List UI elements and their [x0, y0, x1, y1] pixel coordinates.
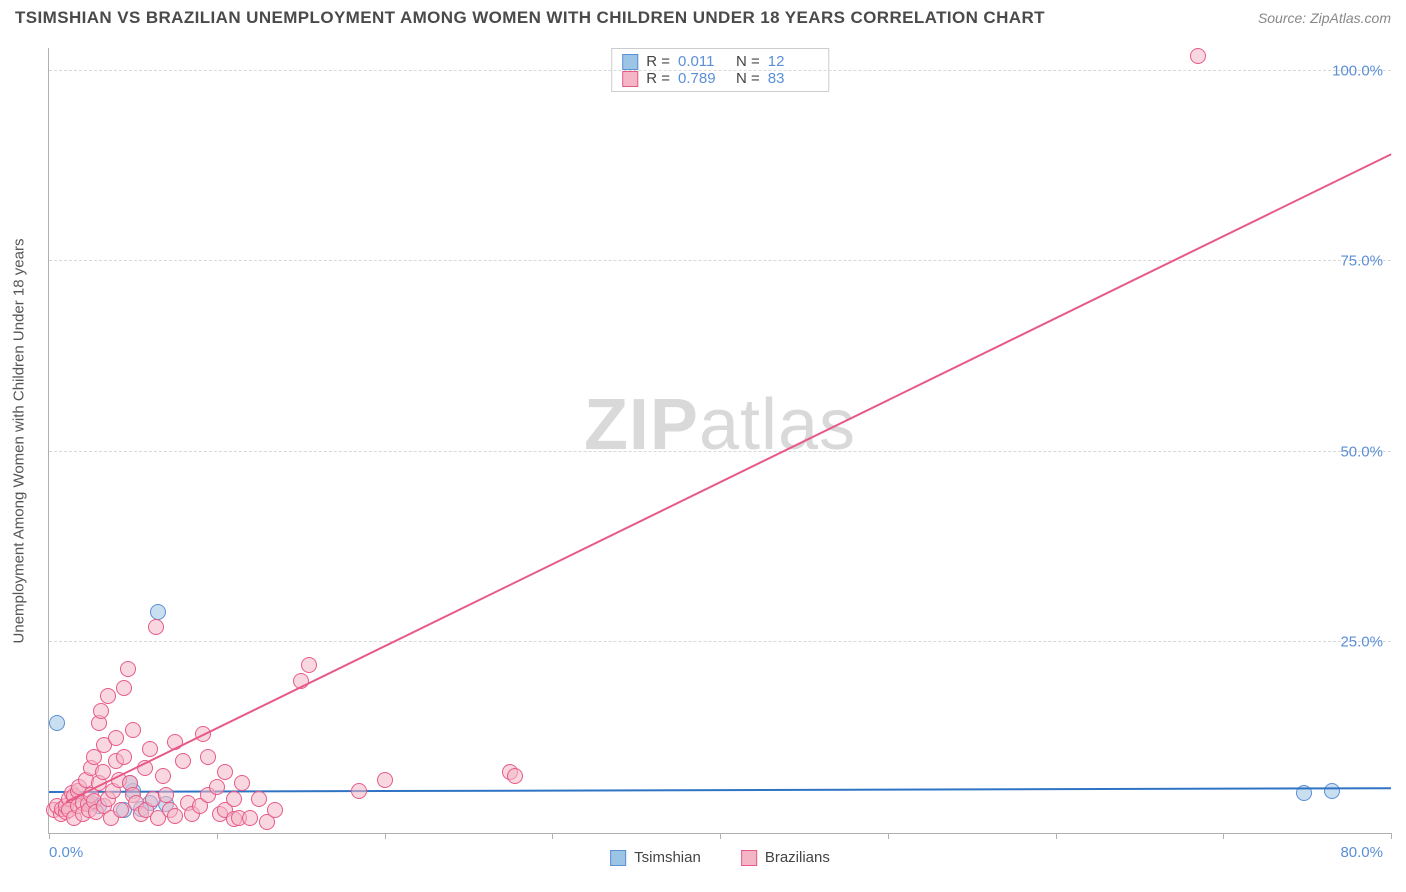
- x-tick: [49, 833, 50, 839]
- data-point: [1324, 783, 1340, 799]
- y-axis-title: Unemployment Among Women with Children U…: [11, 238, 28, 643]
- r-value: 0.789: [678, 70, 728, 87]
- n-label: N =: [736, 70, 760, 87]
- x-tick: [217, 833, 218, 839]
- trend-line: [65, 153, 1391, 803]
- gridline: [49, 70, 1391, 71]
- legend-row: R = 0.011 N = 12: [622, 53, 818, 70]
- legend-swatch: [610, 850, 626, 866]
- n-value: 12: [768, 53, 818, 70]
- data-point: [267, 802, 283, 818]
- data-point: [93, 703, 109, 719]
- data-point: [120, 661, 136, 677]
- x-axis-min-label: 0.0%: [49, 844, 83, 861]
- data-point: [242, 810, 258, 826]
- x-axis-max-label: 80.0%: [1340, 844, 1383, 861]
- legend-item: Tsimshian: [610, 849, 701, 866]
- trend-line: [49, 787, 1391, 793]
- series-legend: Tsimshian Brazilians: [610, 849, 830, 866]
- data-point: [108, 730, 124, 746]
- data-point: [150, 604, 166, 620]
- data-point: [158, 787, 174, 803]
- data-point: [251, 791, 267, 807]
- data-point: [100, 688, 116, 704]
- chart-title: TSIMSHIAN VS BRAZILIAN UNEMPLOYMENT AMON…: [15, 8, 1045, 28]
- data-point: [167, 808, 183, 824]
- data-point: [155, 768, 171, 784]
- data-point: [116, 749, 132, 765]
- x-tick: [720, 833, 721, 839]
- data-point: [49, 715, 65, 731]
- gridline: [49, 641, 1391, 642]
- r-value: 0.011: [678, 53, 728, 70]
- data-point: [175, 753, 191, 769]
- gridline: [49, 260, 1391, 261]
- y-tick-label: 100.0%: [1332, 62, 1383, 79]
- legend-item: Brazilians: [741, 849, 830, 866]
- data-point: [95, 764, 111, 780]
- data-point: [234, 775, 250, 791]
- legend-swatch: [622, 54, 638, 70]
- data-point: [301, 657, 317, 673]
- data-point: [226, 791, 242, 807]
- y-tick-label: 75.0%: [1340, 253, 1383, 270]
- data-point: [209, 779, 225, 795]
- x-tick: [1056, 833, 1057, 839]
- legend-swatch: [622, 71, 638, 87]
- source-attribution: Source: ZipAtlas.com: [1258, 10, 1391, 26]
- gridline: [49, 451, 1391, 452]
- legend-label: Brazilians: [765, 849, 830, 866]
- x-tick: [1391, 833, 1392, 839]
- x-tick: [888, 833, 889, 839]
- y-tick-label: 25.0%: [1340, 634, 1383, 651]
- x-tick: [552, 833, 553, 839]
- data-point: [148, 619, 164, 635]
- data-point: [113, 802, 129, 818]
- scatter-chart: ZIPatlas Unemployment Among Women with C…: [48, 48, 1391, 834]
- data-point: [351, 783, 367, 799]
- data-point: [1190, 48, 1206, 64]
- r-label: R =: [646, 70, 670, 87]
- legend-label: Tsimshian: [634, 849, 701, 866]
- y-tick-label: 50.0%: [1340, 443, 1383, 460]
- x-tick: [1223, 833, 1224, 839]
- n-value: 83: [768, 70, 818, 87]
- data-point: [217, 764, 233, 780]
- x-tick: [385, 833, 386, 839]
- r-label: R =: [646, 53, 670, 70]
- data-point: [116, 680, 132, 696]
- data-point: [200, 749, 216, 765]
- data-point: [142, 741, 158, 757]
- data-point: [507, 768, 523, 784]
- legend-row: R = 0.789 N = 83: [622, 70, 818, 87]
- legend-swatch: [741, 850, 757, 866]
- data-point: [125, 722, 141, 738]
- data-point: [377, 772, 393, 788]
- n-label: N =: [736, 53, 760, 70]
- watermark: ZIPatlas: [584, 384, 856, 466]
